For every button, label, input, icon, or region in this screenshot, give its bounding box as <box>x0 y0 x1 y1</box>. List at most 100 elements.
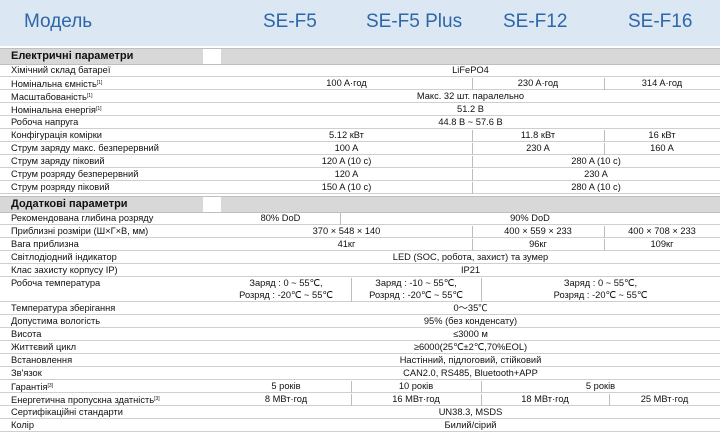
spec-row: Струм заряду макс. безперервний 100 A 23… <box>0 143 720 155</box>
model-se-f12: SE-F12 <box>503 11 568 32</box>
row-value: 8 МВт·год <box>264 394 308 404</box>
spec-row: Номінальна енергія[1] 51.2 В <box>0 104 720 116</box>
row-value: 314 A·год <box>641 78 683 88</box>
row-value: 5 років <box>585 381 616 391</box>
cell-divider <box>351 394 352 406</box>
row-label: Струм заряду піковий <box>11 156 105 166</box>
row-label: Життєвий цикл <box>11 342 77 352</box>
section-marker <box>203 197 221 212</box>
row-value: 370 × 548 × 140 <box>312 226 381 236</box>
model-header: Модель SE-F5 SE-F5 Plus SE-F12 SE-F16 <box>0 0 720 46</box>
spec-row: Світлодіодний індикатор LED (SOC, робота… <box>0 252 720 264</box>
row-label: Гарантія[3] <box>11 382 54 392</box>
row-value: 280 A (10 с) <box>571 156 621 166</box>
cell-divider <box>340 213 341 225</box>
spec-row: Вага приблизна 41кг 96кг 109кг <box>0 239 720 251</box>
cell-divider <box>472 239 473 251</box>
row-value: LED (SOC, робота, захист) та зумер <box>392 252 549 262</box>
cell-divider <box>481 278 482 302</box>
row-value: 230 A <box>584 169 608 179</box>
row-value: 109кг <box>650 239 674 249</box>
spec-row: Конфігурація комірки 5.12 кВт 11.8 кВт 1… <box>0 130 720 142</box>
spec-row: Струм заряду піковий 120 A (10 с) 280 A … <box>0 156 720 168</box>
spec-row: Енергетична пропускна здатність[3] 8 МВт… <box>0 394 720 406</box>
row-label: Вага приблизна <box>11 239 79 249</box>
row-label: Світлодіодний індикатор <box>11 252 117 262</box>
spec-row: Гарантія[3] 5 років 10 років 5 років <box>0 381 720 393</box>
row-value: 51.2 В <box>457 104 484 114</box>
cell-divider <box>604 130 605 142</box>
row-label: Колір <box>11 420 35 430</box>
cell-divider <box>351 381 352 393</box>
spec-row: Сертифікаційні стандарти UN38.3, MSDS <box>0 407 720 419</box>
row-value: Заряд : -10 ~ 55℃, Розряд : -20℃ ~ 55℃ <box>369 278 463 300</box>
spec-row: Колір Билий/сірий <box>0 420 720 432</box>
row-value: 120 A (10 с) <box>321 156 372 166</box>
row-value: ≥6000(25℃±2℃,70%EOL) <box>413 342 528 352</box>
row-label: Хімічний склад батареї <box>11 65 111 75</box>
row-label: Встановлення <box>11 355 73 365</box>
cell-divider <box>472 182 473 194</box>
model-se-f5-plus: SE-F5 Plus <box>366 11 463 32</box>
row-label: Масштабованість[1] <box>11 92 93 102</box>
row-label: Робоча напруга <box>11 117 79 127</box>
row-value: 16 кВт <box>648 130 676 140</box>
cell-divider <box>472 78 473 90</box>
row-value: 95% (без конденсату) <box>423 316 518 326</box>
row-label: Сертифікаційні стандарти <box>11 407 123 417</box>
row-value: 400 × 708 × 233 <box>628 226 696 236</box>
spec-row: Хімічний склад батареї LiFePO4 <box>0 65 720 77</box>
section-marker <box>203 49 221 64</box>
row-value: 120 A <box>334 169 359 179</box>
row-label: Висота <box>11 329 42 339</box>
row-value: 41кг <box>337 239 356 249</box>
row-label: Струм розряду піковий <box>11 182 110 192</box>
row-label: Допустима вологість <box>11 316 101 326</box>
row-value: 5.12 кВт <box>329 130 364 140</box>
spec-row: Струм розряду піковий 150 A (10 с) 280 A… <box>0 182 720 194</box>
row-label: Енергетична пропускна здатність[3] <box>11 395 160 405</box>
spec-row: Масштабованість[1] Макс. 32 шт. паралель… <box>0 91 720 103</box>
cell-divider <box>472 169 473 181</box>
spec-row: Допустима вологість 95% (без конденсату) <box>0 316 720 328</box>
row-value: 400 × 559 × 233 <box>504 226 572 236</box>
section-title: Додаткові параметри <box>11 198 128 210</box>
row-label: Струм заряду макс. безперервний <box>11 143 159 153</box>
spec-row: Висота ≤3000 м <box>0 329 720 341</box>
row-value: Макс. 32 шт. паралельно <box>416 91 525 101</box>
spec-row: Робоча температура Заряд : 0 ~ 55℃, Розря… <box>0 278 720 302</box>
cell-divider <box>481 394 482 406</box>
cell-divider <box>609 394 610 406</box>
row-value: CAN2.0, RS485, Bluetooth+APP <box>403 368 538 378</box>
row-label: Номінальна енергія[1] <box>11 105 102 115</box>
row-label: Номінальна ємність[1] <box>11 79 103 89</box>
cell-divider <box>604 143 605 155</box>
spec-row: Встановлення Настінний, підлоговий, стій… <box>0 355 720 367</box>
spec-row: Клас захисту корпусу IP) IP21 <box>0 265 720 277</box>
section-additional: Додаткові параметри <box>0 196 720 213</box>
cell-divider <box>472 156 473 168</box>
spec-row: Робоча напруга 44.8 В ~ 57.6 В <box>0 117 720 129</box>
row-value: Настінний, підлоговий, стійковий <box>399 355 542 365</box>
spec-row: Життєвий цикл ≥6000(25℃±2℃,70%EOL) <box>0 342 720 354</box>
spec-row: Зв'язок CAN2.0, RS485, Bluetooth+APP <box>0 368 720 380</box>
model-column-title: Модель <box>24 11 93 32</box>
spec-row: Рекомендована глибина розряду 80% DoD 90… <box>0 213 720 225</box>
cell-divider <box>351 278 352 302</box>
row-value: 11.8 кВт <box>520 130 556 140</box>
row-value: LiFePO4 <box>452 65 489 75</box>
section-electrical: Електричні параметри <box>0 48 720 65</box>
row-value: 90% DoD <box>510 213 550 223</box>
cell-divider <box>604 78 605 90</box>
section-title: Електричні параметри <box>11 50 134 62</box>
row-value: Заряд : 0 ~ 55℃, Розряд : -20℃ ~ 55℃ <box>239 278 333 300</box>
row-value: 18 МВт·год <box>521 394 569 404</box>
row-value: 44.8 В ~ 57.6 В <box>438 117 503 127</box>
cell-divider <box>604 239 605 251</box>
cell-divider <box>481 381 482 393</box>
row-label: Клас захисту корпусу IP) <box>11 265 118 275</box>
row-value: 230 A <box>526 143 550 153</box>
row-value: UN38.3, MSDS <box>438 407 503 417</box>
cell-divider <box>472 226 473 238</box>
row-value: 100 A·год <box>326 78 367 88</box>
